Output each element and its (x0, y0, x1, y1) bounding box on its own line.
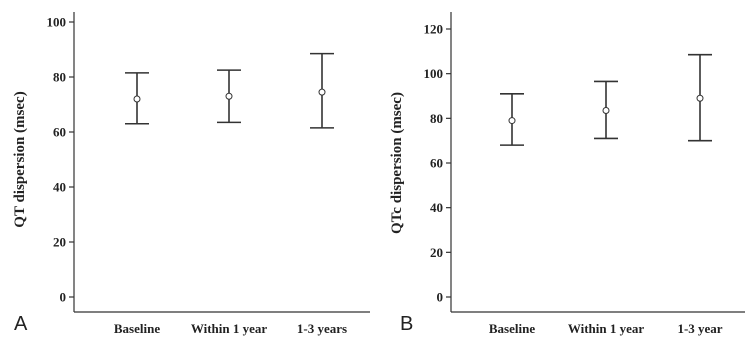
y-tick-label: 100 (47, 15, 67, 30)
y-tick-label: 60 (53, 125, 66, 140)
mean-point (225, 92, 233, 100)
mean-point (602, 107, 610, 115)
y-tick-label: 0 (437, 290, 444, 305)
error-bar (688, 53, 712, 142)
x-category-label: Within 1 year (568, 321, 645, 336)
error-bar (217, 69, 241, 124)
y-tick-label: 120 (424, 22, 444, 37)
error-bar (594, 80, 618, 140)
y-axis-title: QT dispersion (msec) (12, 91, 28, 227)
panel-label: B (400, 313, 413, 335)
y-tick-label: 40 (53, 180, 66, 195)
x-category-label: Baseline (489, 321, 535, 336)
y-axis-title: QTc dispersion (msec) (389, 92, 405, 234)
x-category-label: Within 1 year (191, 321, 268, 336)
mean-point (318, 88, 326, 96)
panel-b: 0 20 40 60 80 100 120 QTc dispersion (msec) Base… (389, 12, 745, 336)
x-category-label: 1-3 year (677, 321, 722, 336)
y-tick-label: 60 (430, 156, 443, 171)
y-tick-label: 20 (53, 235, 66, 250)
mean-point (133, 95, 141, 103)
y-tick-label: 20 (430, 245, 443, 260)
panel-label: A (14, 313, 28, 335)
error-bar (310, 52, 334, 129)
x-category-label: Baseline (114, 321, 160, 336)
panel-a: 0 20 40 60 80 100 QT dispersion (msec) Baseline… (12, 12, 370, 336)
mean-point (696, 94, 704, 102)
y-tick-label: 40 (430, 200, 443, 215)
y-tick-label: 80 (430, 111, 443, 126)
x-category-label: 1-3 years (297, 321, 347, 336)
y-tick-label: 0 (60, 290, 67, 305)
error-bar (500, 92, 524, 146)
error-bar (125, 72, 149, 125)
mean-point (508, 117, 516, 125)
y-tick-label: 100 (424, 66, 444, 81)
y-tick-label: 80 (53, 70, 66, 85)
